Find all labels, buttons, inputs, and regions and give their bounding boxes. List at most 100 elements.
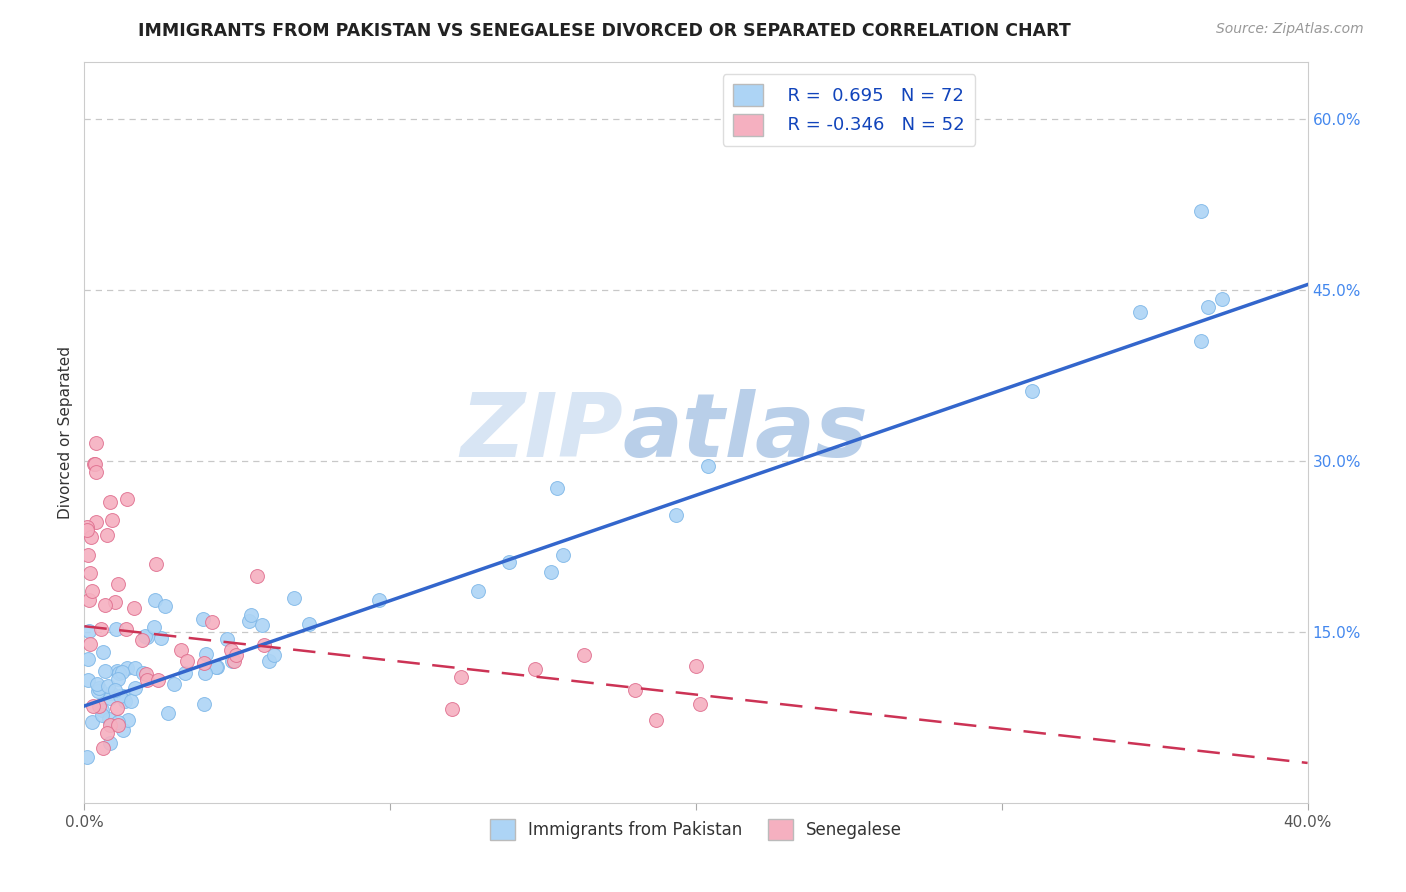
Point: [80, 530, 103, 544]
Point: [170, 642, 193, 657]
Point: [91, 644, 114, 658]
Point: [94, 664, 117, 678]
Text: Source: ZipAtlas.com: Source: ZipAtlas.com: [1216, 22, 1364, 37]
Point: [176, 654, 198, 668]
Point: [219, 642, 242, 657]
Point: [221, 654, 243, 668]
Point: [100, 513, 122, 527]
Point: [450, 670, 472, 684]
Point: [84, 436, 107, 450]
Point: [246, 569, 269, 583]
Point: [645, 713, 668, 727]
Point: [697, 458, 720, 473]
Point: [107, 664, 129, 678]
Point: [215, 632, 238, 646]
Point: [82, 584, 104, 599]
Y-axis label: Divorced or Separated: Divorced or Separated: [58, 346, 73, 519]
Point: [98, 736, 121, 750]
Point: [94, 598, 117, 612]
Point: [253, 639, 276, 653]
Point: [163, 677, 186, 691]
Point: [205, 660, 228, 674]
Point: [79, 637, 101, 651]
Point: [1021, 384, 1043, 398]
Point: [107, 715, 129, 730]
Point: [98, 712, 121, 726]
Point: [84, 465, 107, 479]
Point: [90, 622, 112, 636]
Text: ZIP: ZIP: [460, 389, 623, 476]
Point: [83, 457, 105, 471]
Point: [124, 681, 146, 695]
Point: [84, 458, 107, 472]
Point: [107, 718, 129, 732]
Point: [1211, 292, 1233, 306]
Point: [100, 495, 122, 509]
Point: [250, 617, 273, 632]
Point: [77, 624, 100, 639]
Point: [98, 718, 121, 732]
Point: [132, 666, 155, 681]
Legend: Immigrants from Pakistan, Senegalese: Immigrants from Pakistan, Senegalese: [484, 813, 908, 847]
Point: [193, 612, 215, 626]
Point: [624, 682, 647, 697]
Point: [298, 616, 321, 631]
Point: [149, 632, 172, 646]
Point: [110, 665, 132, 679]
Point: [225, 648, 247, 662]
Point: [105, 700, 128, 714]
Point: [105, 623, 128, 637]
Point: [193, 657, 215, 671]
Point: [114, 694, 136, 708]
Point: [689, 697, 711, 711]
Point: [76, 523, 98, 537]
Point: [100, 686, 122, 700]
Point: [222, 654, 245, 668]
Point: [107, 577, 129, 591]
Point: [1189, 203, 1212, 218]
Point: [111, 689, 134, 703]
Point: [107, 672, 129, 686]
Point: [135, 667, 157, 681]
Point: [108, 665, 131, 680]
Point: [134, 629, 156, 643]
Point: [79, 566, 101, 580]
Point: [82, 698, 104, 713]
Point: [440, 702, 463, 716]
Point: [91, 741, 114, 756]
Point: [108, 689, 131, 703]
Text: IMMIGRANTS FROM PAKISTAN VS SENEGALESE DIVORCED OR SEPARATED CORRELATION CHART: IMMIGRANTS FROM PAKISTAN VS SENEGALESE D…: [138, 22, 1071, 40]
Point: [540, 566, 562, 580]
Point: [136, 673, 159, 687]
Point: [1189, 334, 1212, 348]
Point: [87, 699, 110, 714]
Point: [146, 673, 169, 687]
Point: [104, 595, 127, 609]
Point: [91, 707, 114, 722]
Point: [120, 694, 142, 708]
Point: [77, 592, 100, 607]
Point: [143, 592, 166, 607]
Point: [193, 697, 215, 711]
Point: [572, 648, 595, 662]
Point: [98, 690, 121, 705]
Point: [546, 481, 568, 495]
Point: [1197, 301, 1219, 315]
Point: [263, 648, 285, 663]
Point: [124, 661, 146, 675]
Point: [205, 659, 228, 673]
Point: [145, 558, 167, 572]
Point: [142, 620, 165, 634]
Point: [82, 715, 104, 730]
Point: [136, 630, 159, 644]
Point: [104, 682, 127, 697]
Point: [195, 648, 218, 662]
Point: [283, 591, 305, 606]
Point: [131, 633, 153, 648]
Point: [238, 614, 260, 628]
Point: [551, 548, 574, 562]
Point: [239, 607, 262, 622]
Point: [122, 601, 145, 615]
Point: [114, 622, 136, 636]
Point: [77, 548, 100, 562]
